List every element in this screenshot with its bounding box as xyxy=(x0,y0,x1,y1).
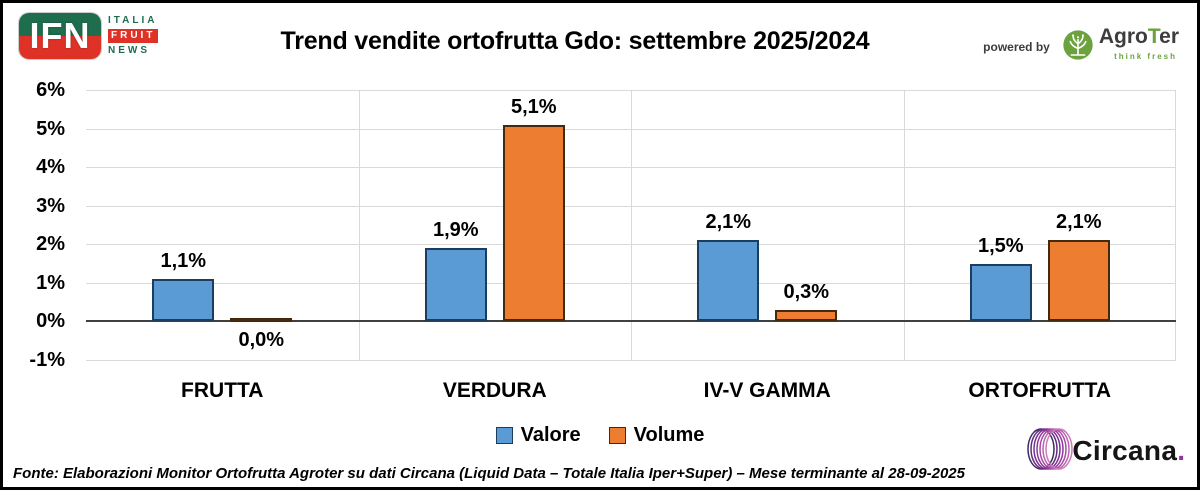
powered-by-block: powered by xyxy=(983,25,1179,67)
ifn-logo-wordmark: ITALIA FRUIT NEWS xyxy=(108,15,159,57)
value-label-valore-verdura: 1,9% xyxy=(432,219,479,242)
category-label-iv-v-gamma: IV-V GAMMA xyxy=(703,379,831,402)
value-label-valore-iv-v-gamma: 2,1% xyxy=(705,211,752,234)
legend-label-valore: Valore xyxy=(520,424,581,446)
bar-volume-verdura xyxy=(502,124,565,322)
bar-volume-iv-v-gamma xyxy=(775,309,838,322)
page-title: Trend vendite ortofrutta Gdo: settembre … xyxy=(280,27,870,55)
ifn-logo-fruit: FRUIT xyxy=(108,29,159,43)
chart-plot: 1,1% 1,9% 2,1% 1,5% 0,0% 5,1% 0,3% 2,1% xyxy=(86,90,1176,361)
group-separator xyxy=(1175,90,1176,360)
value-label-volume-frutta: 0,0% xyxy=(238,329,285,352)
bar-valore-verdura xyxy=(424,248,487,322)
legend-label-volume: Volume xyxy=(633,424,705,446)
y-tick-1-: 1% xyxy=(36,271,65,294)
agroter-wordmark: AgroTer think fresh xyxy=(1098,25,1179,67)
group-separator xyxy=(358,90,360,360)
agroter-logo: AgroTer think fresh xyxy=(1062,25,1179,67)
y-tick--1-: -1% xyxy=(29,349,65,371)
bar-valore-frutta xyxy=(152,279,215,322)
zero-line xyxy=(86,320,1176,323)
y-tick-0-: 0% xyxy=(36,310,65,333)
ifn-logo-news: NEWS xyxy=(108,45,150,56)
value-label-volume-iv-v-gamma: 0,3% xyxy=(783,280,830,303)
value-label-volume-ortofrutta: 2,1% xyxy=(1055,211,1102,234)
legend-swatch-valore xyxy=(495,427,513,444)
bar-valore-iv-v-gamma xyxy=(697,240,760,322)
legend: Valore Volume xyxy=(3,424,1197,447)
value-label-volume-verdura: 5,1% xyxy=(510,95,557,118)
category-axis: FRUTTA VERDURA IV-V GAMMA ORTOFRUTTA xyxy=(86,379,1176,405)
circana-wordmark: Circana xyxy=(1072,435,1178,466)
y-tick-3-: 3% xyxy=(36,194,65,217)
ifn-logo-italia: ITALIA xyxy=(108,15,158,26)
ifn-logo-acronym: IFN xyxy=(29,15,91,56)
ifn-logo-green-half xyxy=(19,13,101,36)
legend-item-volume: Volume xyxy=(608,424,705,447)
group-separator xyxy=(631,90,632,360)
y-tick-4-: 4% xyxy=(36,156,65,179)
group-separator xyxy=(903,90,905,360)
circana-rings-icon xyxy=(1024,424,1076,479)
ifn-logo-badge: IFN xyxy=(19,13,101,59)
bar-valore-ortofrutta xyxy=(969,263,1032,322)
bar-volume-frutta xyxy=(230,318,293,323)
ifn-logo-red-half xyxy=(19,36,101,59)
value-label-valore-ortofrutta: 1,5% xyxy=(977,234,1024,257)
legend-swatch-volume xyxy=(608,427,626,444)
gridline--1- xyxy=(86,360,1176,361)
y-tick-6-: 6% xyxy=(36,79,65,101)
agroter-tree-icon xyxy=(1062,29,1094,66)
category-label-frutta: FRUTTA xyxy=(181,379,264,402)
bar-volume-ortofrutta xyxy=(1047,240,1110,322)
source-note: Fonte: Elaborazioni Monitor Ortofrutta A… xyxy=(13,465,965,482)
circana-dot: . xyxy=(1177,435,1185,466)
y-tick-2-: 2% xyxy=(36,233,65,256)
agroter-tagline: think fresh xyxy=(1114,52,1177,61)
value-label-valore-frutta: 1,1% xyxy=(160,250,207,272)
ifn-logo: IFN ITALIA FRUIT NEWS xyxy=(19,13,159,59)
y-tick-5-: 5% xyxy=(36,117,65,140)
y-axis: 6% 5% 4% 3% 2% 1% 0% -1% xyxy=(3,79,65,371)
circana-logo: Circana . xyxy=(1024,426,1185,476)
category-label-ortofrutta: ORTOFRUTTA xyxy=(968,379,1112,402)
agroter-name: AgroTer xyxy=(1098,25,1179,48)
legend-item-valore: Valore xyxy=(495,424,581,447)
category-label-verdura: VERDURA xyxy=(442,379,547,402)
powered-by-label: powered by xyxy=(983,40,1050,54)
